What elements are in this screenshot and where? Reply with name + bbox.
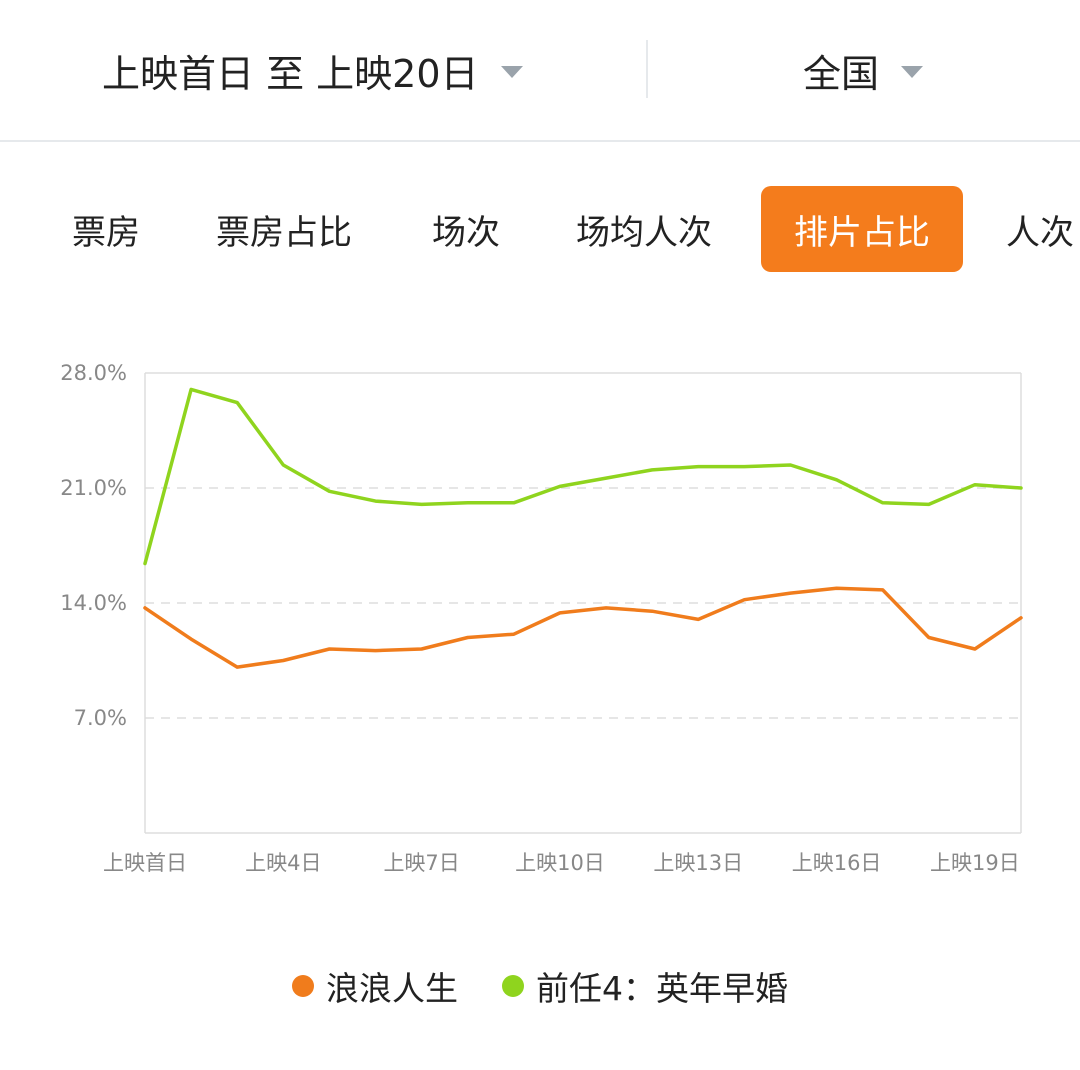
region-label: 全国	[803, 51, 880, 96]
legend-item-series-1[interactable]: 浪浪人生	[292, 962, 458, 1010]
chevron-down-icon	[500, 66, 523, 78]
y-tick-label: 7.0%	[74, 706, 127, 730]
series-line-1	[143, 586, 1023, 669]
tab-admissions[interactable]: 人次	[1006, 212, 1074, 253]
tab-avg-attendance[interactable]: 场均人次	[576, 212, 712, 253]
y-tick-label: 14.0%	[60, 591, 127, 615]
x-tick-label: 上映7日	[383, 851, 459, 875]
tab-showings[interactable]: 场次	[432, 212, 500, 253]
line-chart: 7.0% 14.0% 21.0% 28.0% 上映首日 上映4日 上映7日 上映10日 上映13…	[0, 330, 1080, 890]
metric-tabs: 票房 票房占比 场次 场均人次 排片占比 人次	[0, 186, 1080, 272]
x-tick-label: 上映4日	[245, 851, 321, 875]
date-range-label: 上映首日 至 上映20日	[102, 51, 479, 96]
tab-box-office[interactable]: 票房	[72, 212, 140, 253]
legend-item-series-2[interactable]: 前任4：英年早婚	[502, 962, 788, 1010]
date-range-dropdown[interactable]: 上映首日 至 上映20日	[102, 40, 523, 100]
region-dropdown[interactable]: 全国	[803, 40, 924, 100]
tab-screening-share[interactable]: 排片占比	[761, 186, 963, 272]
legend-label: 浪浪人生	[326, 969, 458, 1008]
x-tick-label: 上映19日	[930, 851, 1020, 875]
y-tick-label: 21.0%	[60, 476, 127, 500]
series-line-2	[143, 387, 1023, 566]
x-tick-label: 上映16日	[792, 851, 882, 875]
chart-svg: 7.0% 14.0% 21.0% 28.0% 上映首日 上映4日 上映7日 上映10日 上映13…	[60, 361, 1023, 875]
filter-bar: 上映首日 至 上映20日 全国	[0, 0, 1080, 142]
x-tick-label: 上映10日	[515, 851, 605, 875]
chevron-down-icon	[901, 66, 924, 78]
legend-dot-green	[502, 975, 524, 997]
filter-divider	[646, 40, 648, 98]
legend-label: 前任4：英年早婚	[536, 969, 788, 1008]
legend-dot-orange	[292, 975, 314, 997]
tab-box-office-share[interactable]: 票房占比	[216, 212, 352, 253]
y-tick-label: 28.0%	[60, 361, 127, 385]
chart-legend: 浪浪人生 前任4：英年早婚	[0, 962, 1080, 1010]
x-tick-label: 上映13日	[653, 851, 743, 875]
x-tick-label: 上映首日	[103, 851, 187, 875]
